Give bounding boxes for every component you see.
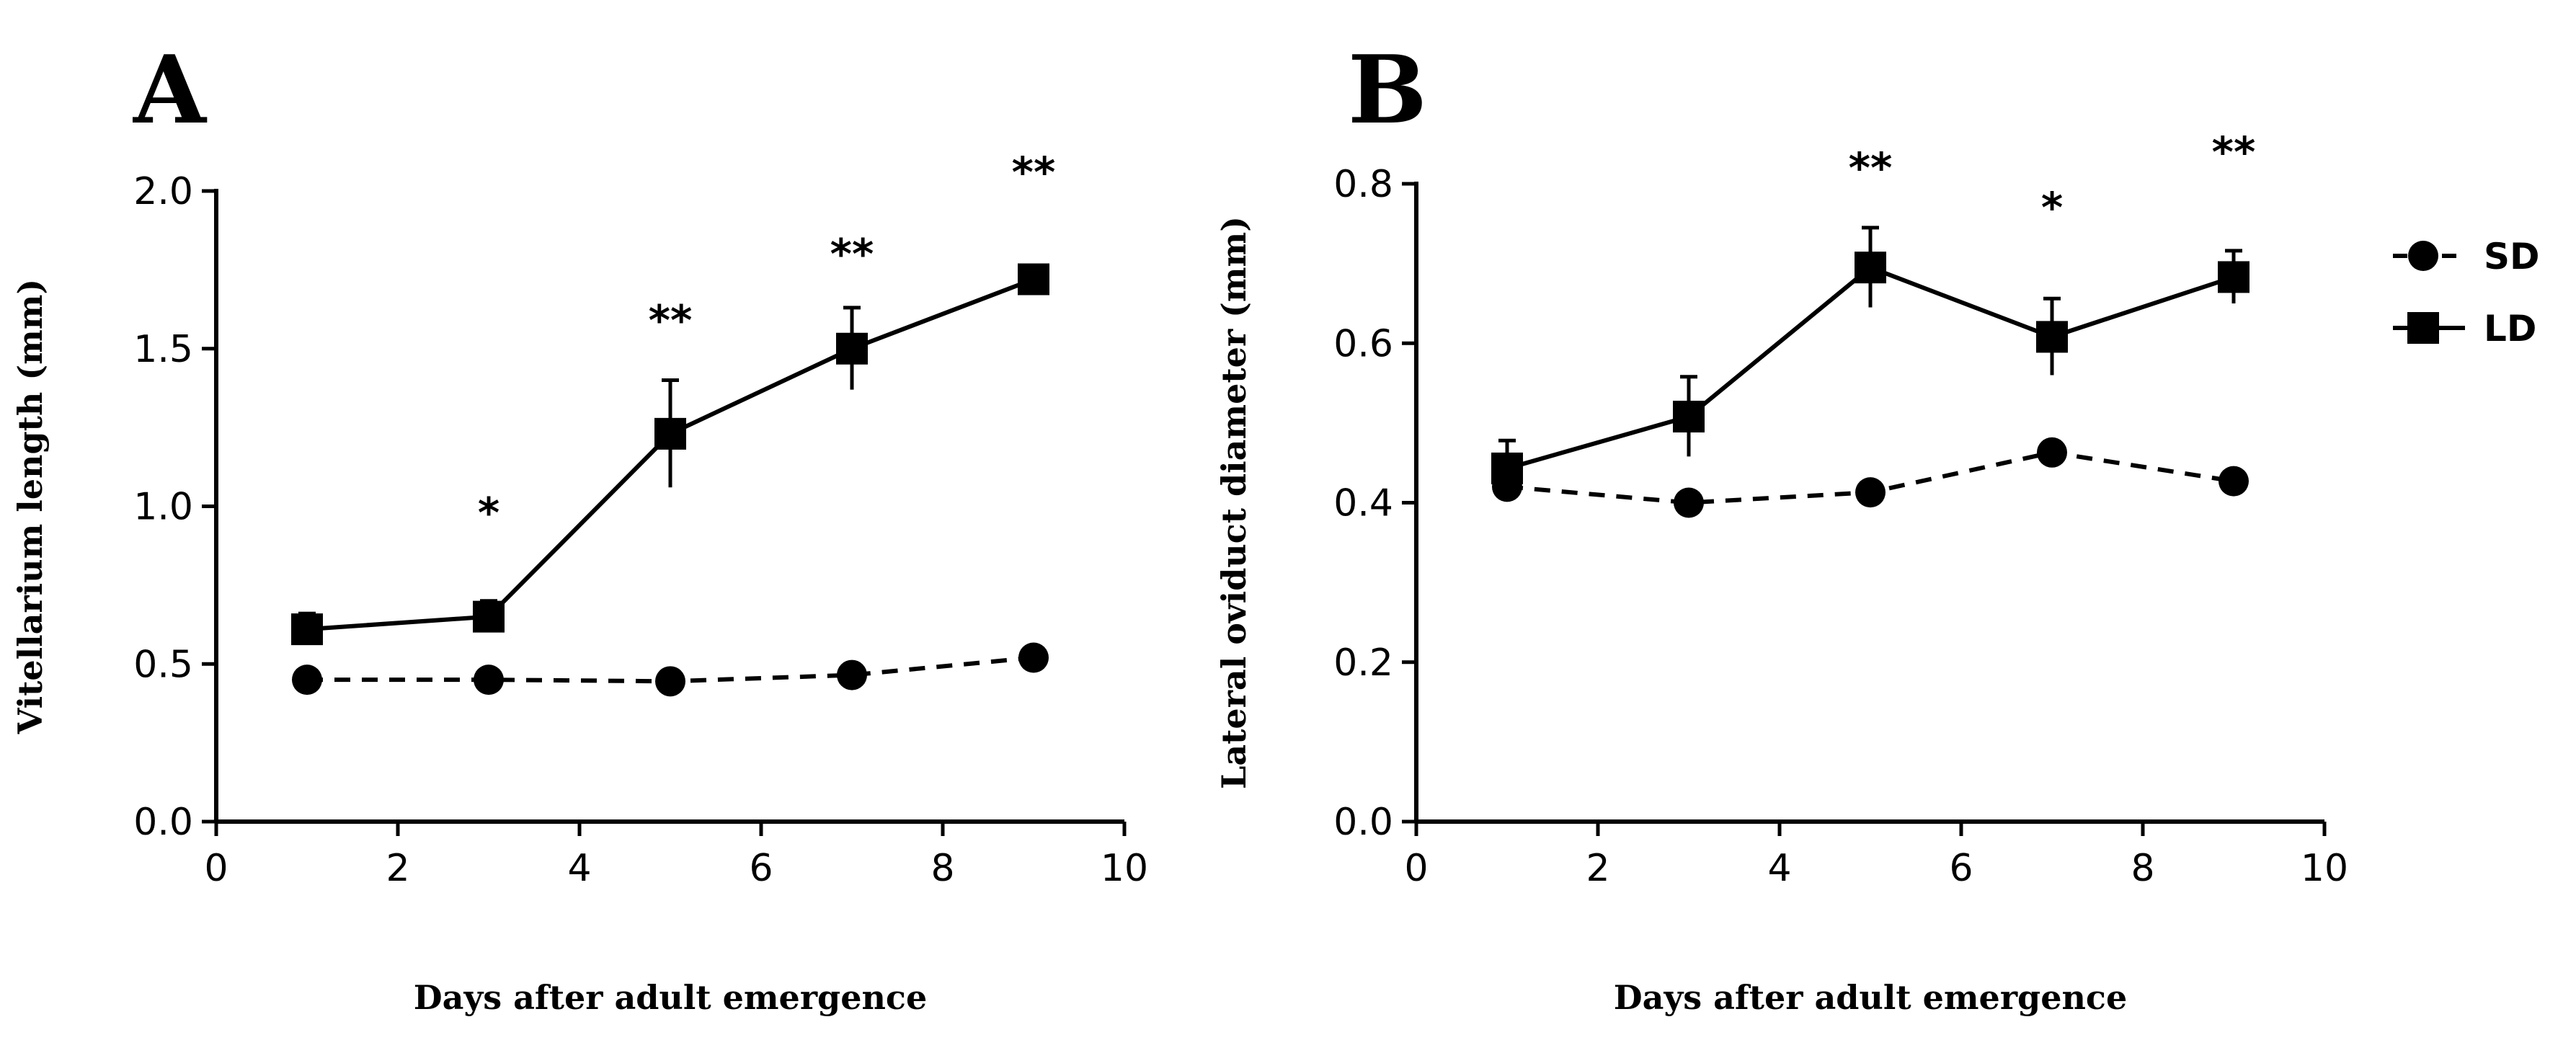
data-point-ld (2218, 261, 2249, 293)
y-axis-title: Vitellarium length (mm) (11, 279, 50, 734)
x-tick-label: 8 (2131, 847, 2154, 890)
legend-label-sd: SD (2484, 236, 2540, 277)
data-point-ld (473, 600, 505, 633)
data-point-ld (1018, 263, 1049, 295)
x-tick-label: 2 (1586, 847, 1609, 890)
data-point-sd (2037, 437, 2067, 468)
x-tick-label: 10 (1101, 847, 1148, 890)
data-point-sd (292, 665, 322, 695)
significance-marker: * (478, 488, 499, 537)
data-point-ld (2036, 321, 2068, 353)
significance-marker: ** (2212, 128, 2256, 177)
significance-marker: * (2041, 183, 2063, 232)
x-tick-label: 0 (204, 847, 228, 890)
data-point-ld (1673, 401, 1705, 433)
data-point-ld (836, 332, 868, 365)
x-tick-label: 4 (1767, 847, 1791, 890)
y-tick-label: 0.8 (1333, 163, 1393, 206)
panel-b-chart: B 0.0 0.2 0.4 0.6 0.8 0 2 4 6 8 10 Days after adult … (1214, 35, 2348, 1017)
y-tick-label: 0.5 (133, 643, 193, 686)
x-tick-label: 0 (1404, 847, 1428, 890)
x-tick-label: 6 (1949, 847, 1973, 890)
data-point-sd (2219, 466, 2249, 497)
x-tick-label: 2 (386, 847, 409, 890)
significance-marker: ** (649, 295, 693, 345)
panel-a-chart: A 0.0 0.5 1.0 1.5 2.0 0 2 4 6 8 10 Days after adult … (11, 35, 1148, 1017)
data-point-ld (1491, 452, 1523, 484)
y-tick-label: 0.4 (1333, 482, 1393, 525)
x-tick-label: 8 (931, 847, 954, 890)
data-point-sd (474, 665, 504, 695)
legend-marker-sd (2408, 241, 2438, 271)
significance-marker: ** (1012, 148, 1056, 197)
x-tick-label: 10 (2301, 847, 2348, 890)
x-axis-title: Days after adult emergence (414, 978, 927, 1017)
y-tick-label: 0.6 (1333, 322, 1393, 365)
data-point-ld (1855, 252, 1886, 284)
significance-marker: ** (1849, 143, 1893, 192)
x-tick-label: 4 (567, 847, 591, 890)
data-point-ld (654, 417, 686, 450)
panel-label: B (1348, 35, 1427, 145)
y-tick-label: 0.0 (1333, 801, 1393, 844)
y-tick-label: 2.0 (133, 170, 193, 213)
data-point-sd (1674, 487, 1704, 518)
significance-marker: ** (830, 230, 874, 279)
panel-label: A (132, 35, 208, 145)
y-tick-label: 1.5 (133, 328, 193, 371)
data-point-sd (1018, 642, 1049, 673)
data-point-sd (655, 666, 685, 697)
legend-marker-ld (2407, 312, 2439, 344)
y-tick-label: 1.0 (133, 486, 193, 529)
x-tick-label: 6 (749, 847, 773, 890)
data-point-sd (1855, 477, 1886, 508)
y-axis-title: Lateral oviduct diameter (mm) (1214, 216, 1253, 789)
y-tick-label: 0.2 (1333, 641, 1393, 685)
data-point-ld (291, 613, 323, 646)
x-axis-title: Days after adult emergence (1614, 978, 2127, 1017)
legend: SD LD (2393, 236, 2540, 350)
data-point-sd (837, 659, 867, 690)
legend-label-ld: LD (2484, 308, 2536, 350)
y-tick-label: 0.0 (133, 801, 193, 844)
